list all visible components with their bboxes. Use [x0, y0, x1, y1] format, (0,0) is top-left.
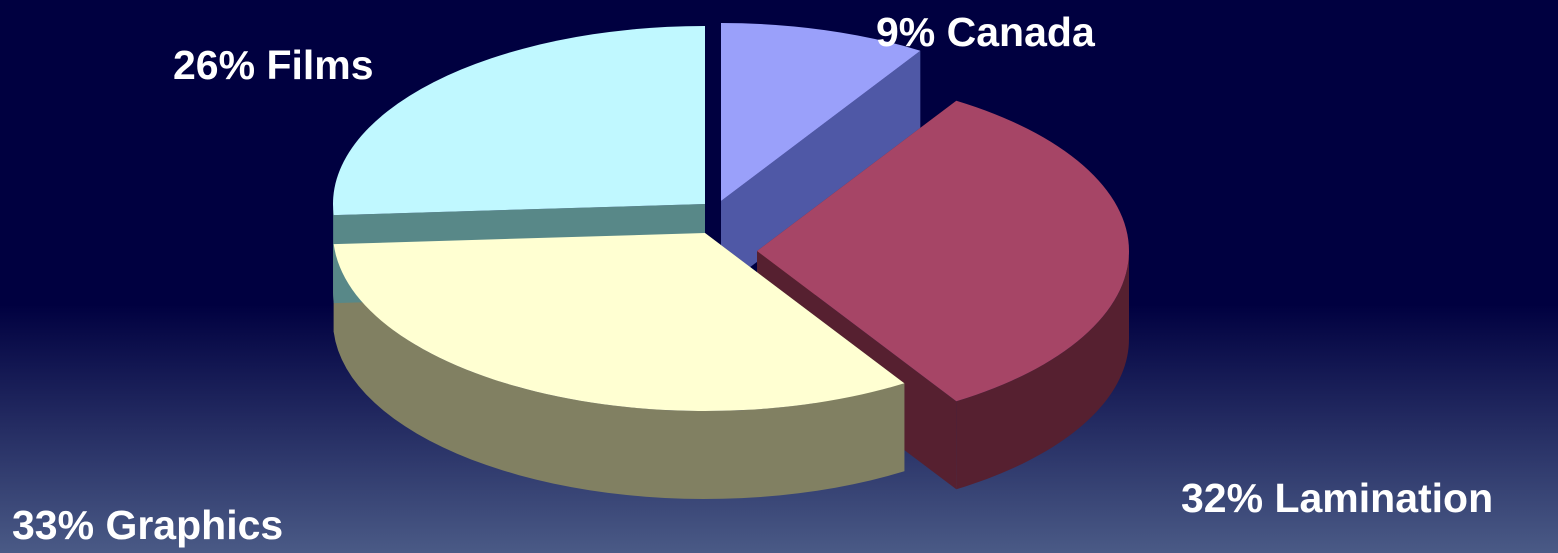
slice-films-top [333, 26, 705, 216]
slice-canada-top [721, 23, 921, 201]
slice-lamination-side [956, 251, 1129, 490]
slice-lamination-top [757, 100, 1130, 402]
slice-label-lamination: 32% Lamination [1181, 475, 1493, 521]
slice-films-side [333, 204, 334, 304]
pie-group [333, 23, 1130, 499]
slice-graphics-top [333, 233, 905, 411]
slice-label-films: 26% Films [173, 42, 374, 88]
slice-graphics-side [333, 244, 905, 499]
slice-canada-wall-end [721, 50, 921, 290]
slice-label-graphics: 33% Graphics [12, 502, 283, 548]
slice-label-canada: 9% Canada [876, 9, 1096, 55]
